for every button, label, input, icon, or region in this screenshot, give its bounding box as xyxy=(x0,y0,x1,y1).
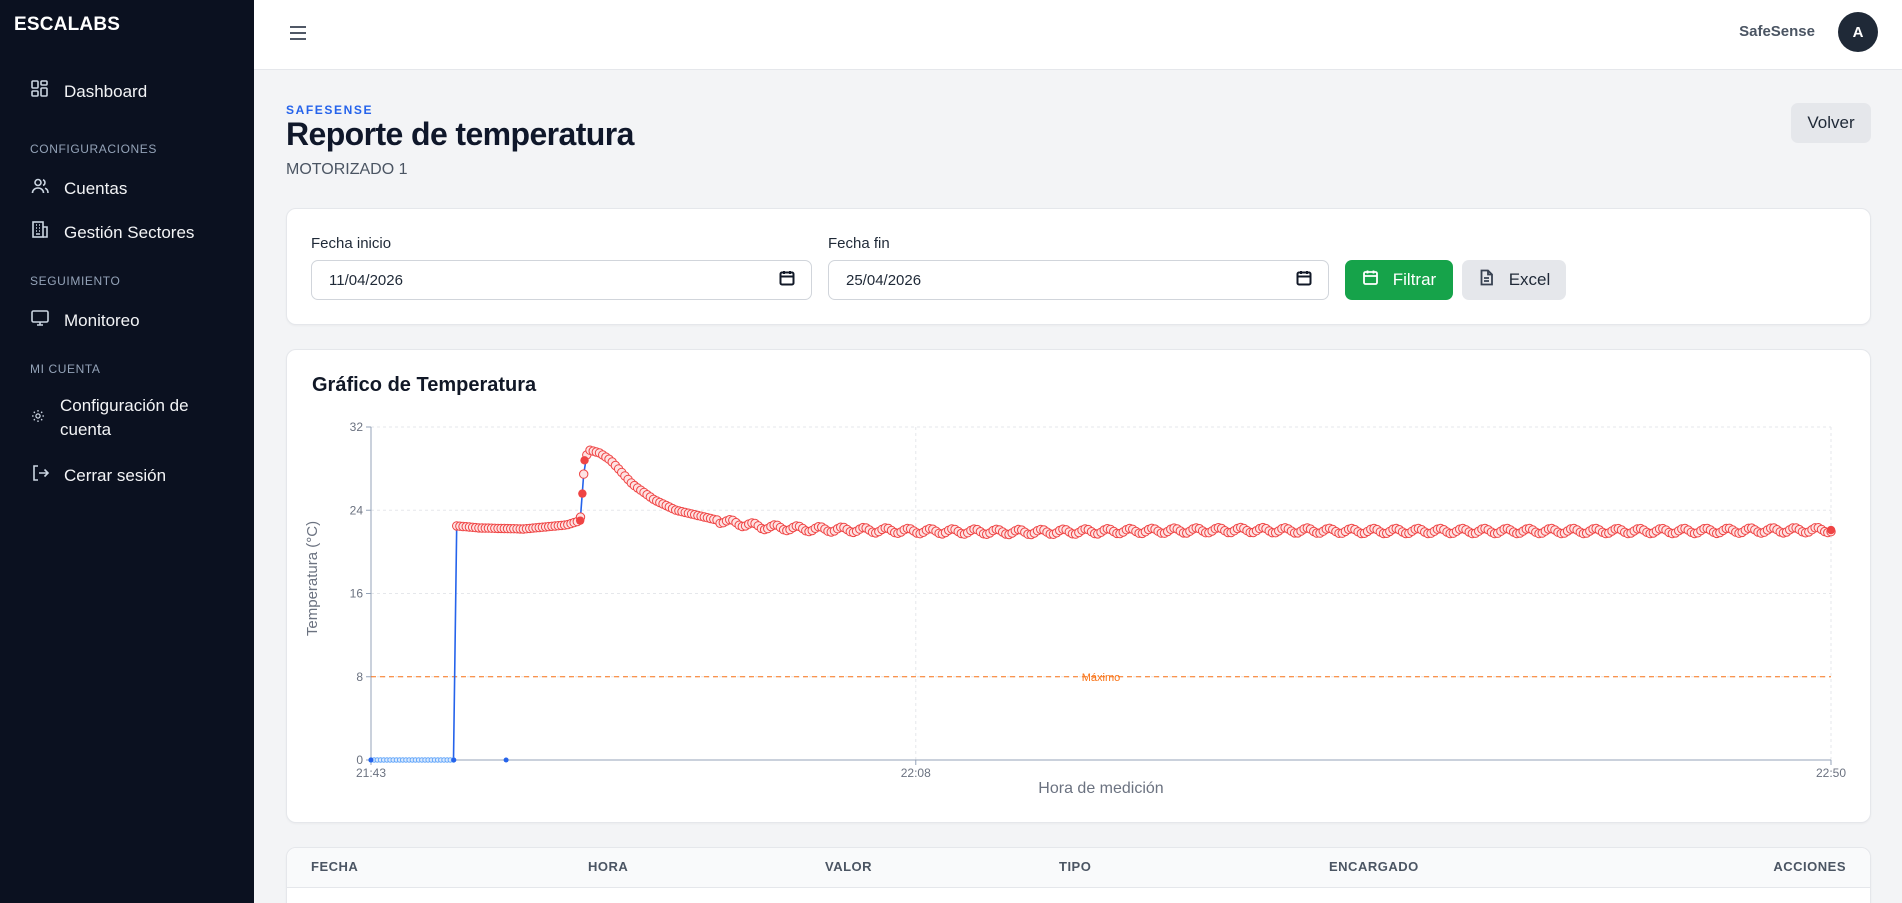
menu-toggle[interactable] xyxy=(287,22,309,44)
end-date-label: Fecha fin xyxy=(828,235,890,252)
sidebar-item-cuentas[interactable]: Cuentas xyxy=(30,176,127,201)
header-brand: SafeSense xyxy=(1739,23,1815,40)
building-icon xyxy=(30,220,50,245)
filter-button[interactable]: Filtrar xyxy=(1345,260,1453,300)
column-header-encargado: ENCARGADO xyxy=(1329,859,1419,874)
document-icon xyxy=(1478,269,1495,291)
start-date-input[interactable]: 11/04/2026 xyxy=(311,260,812,300)
calendar-icon xyxy=(1362,269,1379,291)
excel-button-label: Excel xyxy=(1508,270,1551,289)
section-seguimiento: SEGUIMIENTO xyxy=(30,274,121,288)
excel-button[interactable]: Excel xyxy=(1462,260,1566,300)
page-title: Reporte de temperatura xyxy=(286,116,634,152)
y-tick-label: 16 xyxy=(350,587,364,601)
column-header-tipo: TIPO xyxy=(1059,859,1092,874)
chart-title: Gráfico de Temperatura xyxy=(312,374,537,396)
y-tick-label: 32 xyxy=(350,420,364,434)
chart-card: Gráfico de Temperatura 0 8 16 24 32 21:43 22:0… xyxy=(286,349,1871,823)
sidebar-item-label: Gestión Sectores xyxy=(64,222,195,242)
x-tick-label: 21:43 xyxy=(356,766,386,780)
page-eyebrow: SAFESENSE xyxy=(286,103,374,117)
data-point xyxy=(578,489,587,498)
y-tick-label: 0 xyxy=(356,753,363,767)
sidebar-item-label: Dashboard xyxy=(64,81,148,101)
sidebar-item-logout[interactable]: Cerrar sesión xyxy=(30,463,166,488)
max-reference-label: Máximo xyxy=(1082,672,1121,684)
column-header-acciones: ACCIONES xyxy=(1773,859,1846,874)
hamburger-icon xyxy=(287,26,309,48)
topbar: SafeSense A xyxy=(254,0,1902,70)
avatar[interactable]: A xyxy=(1838,12,1878,52)
x-tick-label: 22:08 xyxy=(901,766,931,780)
data-point xyxy=(575,516,585,525)
monitor-icon xyxy=(30,308,50,333)
data-point xyxy=(503,757,509,763)
start-date-label: Fecha inicio xyxy=(311,235,392,252)
column-header-valor: VALOR xyxy=(825,859,873,874)
back-button[interactable]: Volver xyxy=(1791,103,1871,143)
table-header xyxy=(287,848,1870,888)
end-date-value: 25/04/2026 xyxy=(846,271,922,289)
calendar-icon[interactable] xyxy=(1296,270,1312,290)
filter-button-label: Filtrar xyxy=(1392,270,1437,289)
sidebar-item-label: Cerrar sesión xyxy=(64,465,167,485)
users-icon xyxy=(30,176,50,201)
temperature-series-line xyxy=(371,449,1832,761)
data-point xyxy=(368,757,374,763)
data-point xyxy=(580,456,589,465)
sidebar-brand: ESCALABS xyxy=(14,14,121,35)
readings-table: FECHA HORA VALOR TIPO ENCARGADO ACCIONES xyxy=(286,847,1871,903)
filter-card: Fecha inicio 11/04/2026 Fecha fin 25/04/… xyxy=(286,208,1871,325)
sidebar-item-label: Monitoreo xyxy=(64,310,140,330)
x-axis-title: Hora de medición xyxy=(1038,780,1163,797)
data-point xyxy=(579,469,589,479)
sidebar-item-sectores[interactable]: Gestión Sectores xyxy=(30,220,194,245)
gear-icon xyxy=(30,408,46,429)
data-point xyxy=(1826,525,1836,535)
logout-icon xyxy=(30,463,50,488)
section-mi-cuenta: MI CUENTA xyxy=(30,362,101,376)
temperature-chart: 0 8 16 24 32 21:43 22:08 22:50 Máximo Hora de med… xyxy=(304,420,1846,797)
y-axis-title: Temperatura (°C) xyxy=(304,521,321,636)
y-tick-label: 8 xyxy=(356,670,363,684)
y-tick-label: 24 xyxy=(350,503,364,517)
sidebar-item-label: Configuración de cuenta xyxy=(60,396,189,439)
column-header-hora: HORA xyxy=(588,859,629,874)
page-subtitle: MOTORIZADO 1 xyxy=(286,161,408,178)
start-date-value: 11/04/2026 xyxy=(329,271,403,289)
dashboard-icon xyxy=(30,79,50,104)
sidebar-item-configuracion[interactable]: Configuración de cuenta xyxy=(30,394,210,442)
end-date-input[interactable]: 25/04/2026 xyxy=(828,260,1329,300)
sidebar-item-label: Cuentas xyxy=(64,178,128,198)
data-point xyxy=(451,757,457,763)
column-header-fecha: FECHA xyxy=(311,859,359,874)
calendar-icon[interactable] xyxy=(779,270,795,290)
sidebar: ESCALABS Dashboard CONFIGURACIONES Cuent… xyxy=(0,0,254,903)
x-tick-label: 22:50 xyxy=(1816,766,1846,780)
sidebar-item-monitoreo[interactable]: Monitoreo xyxy=(30,308,140,333)
sidebar-item-dashboard[interactable]: Dashboard xyxy=(30,79,147,104)
section-configuraciones: CONFIGURACIONES xyxy=(30,142,158,156)
